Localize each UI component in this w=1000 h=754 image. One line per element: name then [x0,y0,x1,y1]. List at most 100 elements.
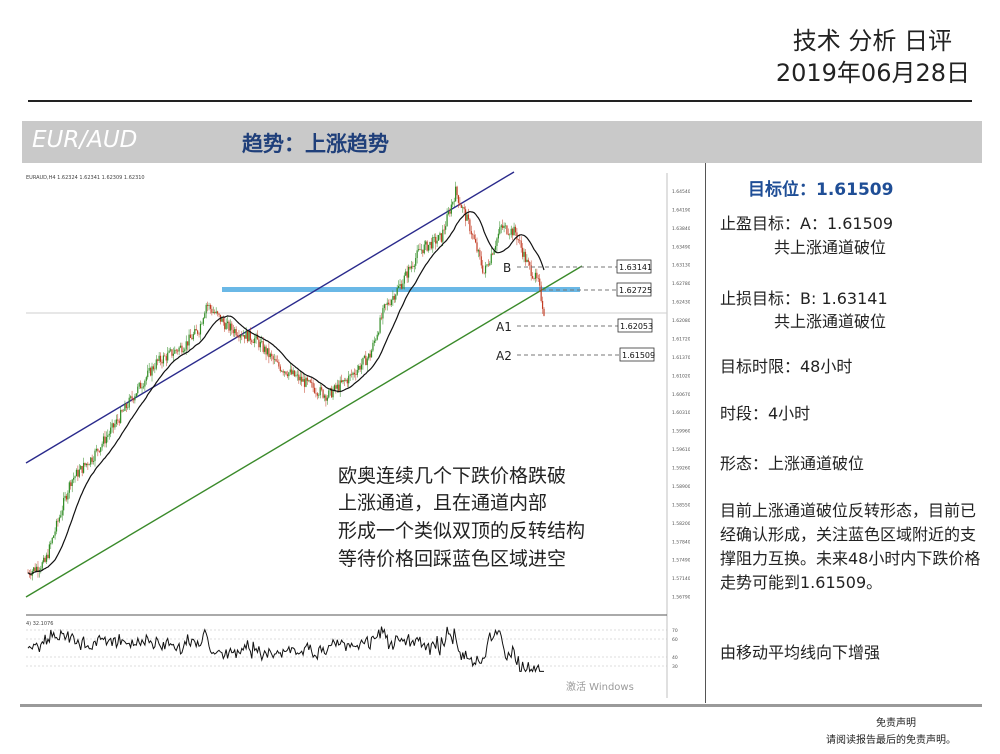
candle-body [229,323,232,331]
price-tick: 1.60670 [672,392,690,398]
candle-body [107,435,109,437]
candle-body [494,245,497,250]
price-tick: 1.57140 [672,576,690,582]
candle-body [321,387,323,390]
candle-body [261,341,263,342]
candle-body [91,457,93,462]
candle-body [212,311,214,313]
candle-body [467,214,470,220]
candle-body [57,520,59,522]
candle-body [181,345,183,353]
oscillator-line [27,626,544,674]
indicator-tick: 60 [672,637,678,643]
candle-body [372,342,374,351]
candle-body [500,225,502,228]
stop-loss-note: 共上涨通道破位 [774,312,887,331]
price-tick: 1.57840 [672,539,690,545]
candle-body [158,355,160,361]
report-title: 技术 分析 日评 [792,27,952,55]
candle-body [298,374,300,381]
footer-divider [20,704,982,707]
candle-body [510,228,512,235]
channel-upper-line [25,171,515,464]
candle-body [279,366,281,372]
pattern-label: 形态：上涨通道破位 [720,454,865,473]
candle-body [534,272,537,279]
candle-body [202,318,204,324]
disclaimer-title: 免责声明 [876,718,916,729]
candle-body [430,241,432,249]
target-price: 目标位：1.61509 [748,180,894,200]
candle-body [400,284,403,289]
candle-body [275,359,277,362]
candle-body [489,263,491,266]
candle-body [349,374,351,376]
candle-body [306,377,308,381]
candle-body [154,368,156,370]
candle-body [131,396,133,399]
level-a2: A2 1.61509 [496,347,655,363]
candle-body [74,476,76,478]
candle-body [295,375,297,377]
candle-body [312,382,314,388]
candle-body [302,379,304,382]
candle-body [308,380,310,381]
candle-body [110,427,112,434]
candle-body [443,229,445,231]
candle-body [215,311,217,314]
candle-body [526,259,528,262]
candle-body [370,350,373,358]
candle-body [140,382,142,389]
candle-body [281,370,283,372]
candle-body [179,345,182,348]
candle-body [537,278,539,279]
candle-body [520,240,522,248]
candle-body [420,249,423,251]
candle-body [192,334,194,340]
candle-body [429,241,431,245]
candle-body [513,226,515,236]
analysis-description: 目前上涨通道破位反转形态，目前已经确认形成，关注蓝色区域附近的支撑阻力互换。未来… [720,501,981,592]
chart-svg: EURAUD,H4 1.62324 1.62341 1.62309 1.6231… [22,163,691,703]
candle-body [58,517,60,522]
candle-body [336,384,338,389]
candle-body [403,275,405,284]
candle-body [94,450,96,461]
windows-watermark: 激活 Windows [566,680,634,693]
candle-body [194,329,196,335]
candle-body [234,329,236,334]
candle-body [487,264,490,266]
candle-body [331,388,333,398]
candle-body [293,370,296,377]
candle-body [67,492,69,500]
candle-body [127,407,129,409]
candle-body [78,469,80,477]
candle-body [125,403,127,409]
price-tick: 1.56790 [672,595,690,601]
candle-body [425,241,427,245]
candle-body [445,226,447,230]
stop-loss-label: 止损目标：B: 1.63141 [720,289,888,308]
candle-body [255,334,257,339]
candle-body [102,436,105,444]
candle-body [459,202,461,205]
candle-body [95,448,98,451]
price-tick: 1.61020 [672,373,690,379]
candle-body [514,226,517,233]
candle-body [469,219,471,232]
candle-body [85,463,88,466]
candle-body [104,436,106,444]
candle-body [130,396,132,398]
candle-body [393,296,395,300]
moving-average-line [27,210,545,575]
candle-body [142,386,145,388]
candle-body [333,385,336,391]
level-zone: 1.62725 [542,282,652,297]
candle-body [415,258,417,266]
candle-body [111,423,113,428]
candle-body [204,313,206,319]
candle-body [379,317,381,333]
price-axis: 1.64540 1.64190 1.63840 1.63490 1.63130 1.627… [672,189,691,601]
candle-body [81,465,83,473]
price-tick: 1.58900 [672,484,690,490]
